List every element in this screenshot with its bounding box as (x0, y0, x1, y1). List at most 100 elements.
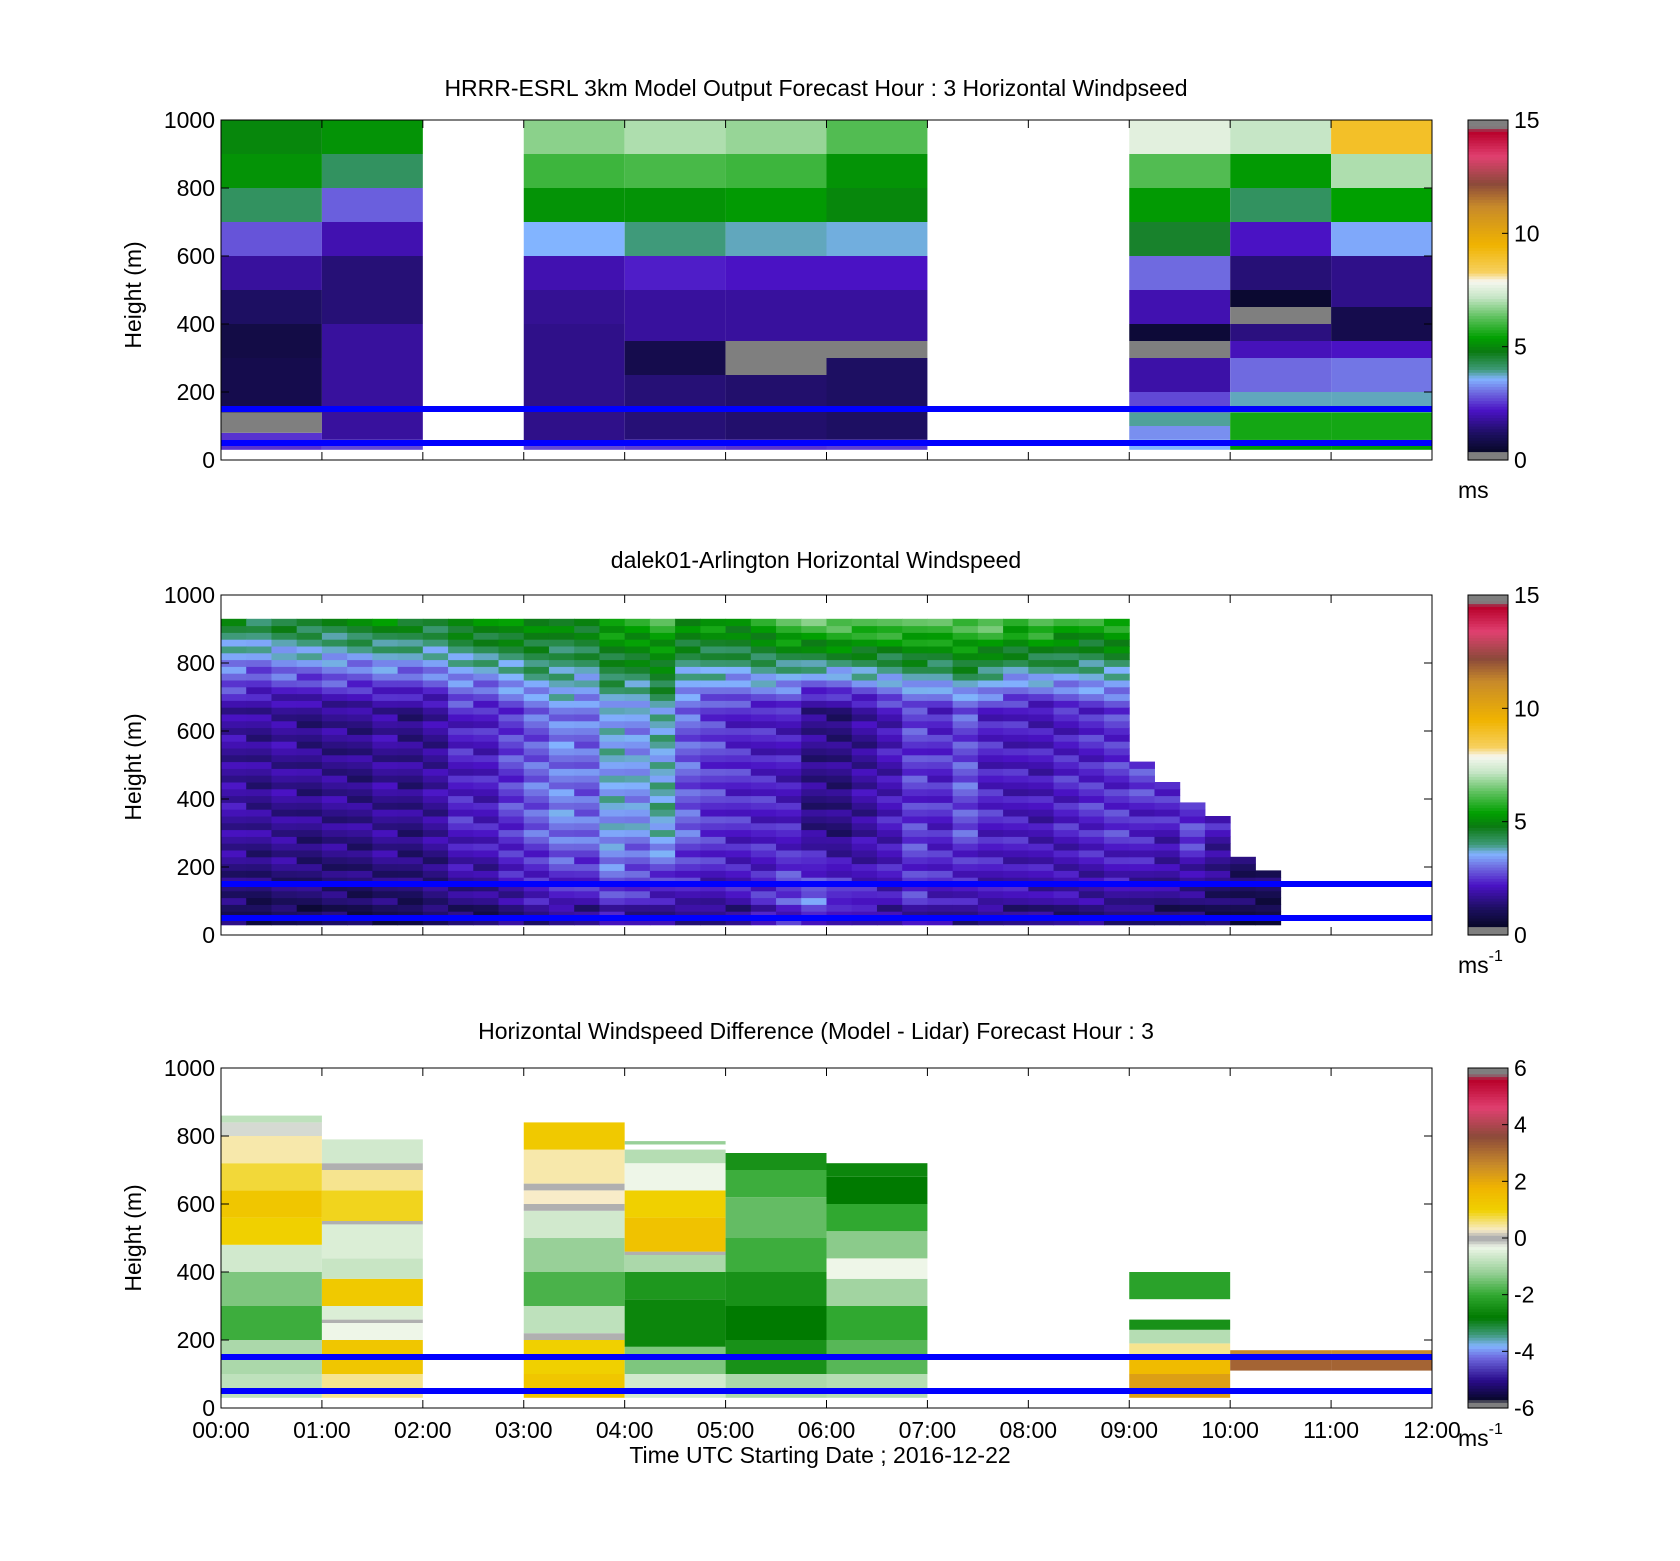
colorbar-segment (1468, 1280, 1508, 1284)
colorbar-segment (1468, 861, 1508, 865)
heatmap-cell (649, 720, 676, 729)
heatmap-cell (927, 700, 954, 708)
heatmap-cell (952, 693, 979, 701)
heatmap-cell (221, 768, 247, 776)
heatmap-cell (750, 836, 777, 844)
heatmap-cell (1204, 890, 1231, 899)
heatmap-cell (221, 1163, 322, 1191)
heatmap-cell (776, 618, 802, 627)
colorbar-unit-label: ms-1 (1458, 948, 1503, 978)
heatmap-cell (1003, 625, 1029, 633)
colorbar-segment (1468, 1226, 1508, 1231)
heatmap-cell (801, 782, 827, 790)
heatmap-cell (599, 686, 626, 695)
heatmap-cell (902, 673, 928, 681)
heatmap-cell (574, 741, 600, 749)
heatmap-cell (750, 734, 777, 742)
colorbar-segment (1468, 1104, 1508, 1109)
heatmap-cell (1053, 795, 1080, 803)
heatmap-cell (750, 659, 777, 667)
colorbar-segment (1468, 312, 1508, 317)
colorbar-segment (1468, 685, 1508, 690)
heatmap-cell (498, 775, 525, 783)
heatmap-cell (927, 904, 954, 912)
heatmap-cell (826, 911, 853, 919)
colorbar-segment (1468, 1192, 1508, 1197)
heatmap-cell (624, 290, 726, 341)
heatmap-cell (1331, 412, 1432, 440)
heatmap-cell (271, 625, 298, 633)
heatmap-cell (599, 768, 626, 776)
heatmap-cell (1003, 795, 1029, 803)
heatmap-cell (725, 802, 752, 810)
heatmap-cell (271, 836, 298, 844)
heatmap-cell (271, 741, 298, 749)
heatmap-cell (826, 802, 853, 810)
x-axis-label-difference: Time UTC Starting Date ; 2016-12-22 (629, 1442, 1010, 1468)
colorbar-segment (1468, 657, 1508, 661)
heatmap-cell (347, 890, 373, 899)
heatmap-cell (599, 850, 626, 858)
heatmap-cell (296, 870, 323, 878)
heatmap-cell (750, 652, 777, 661)
heatmap-cell (851, 741, 878, 749)
heatmap-cell (700, 775, 727, 783)
heatmap-cell (750, 788, 777, 797)
heatmap-cell (1028, 829, 1055, 837)
heatmap-cell (876, 686, 903, 695)
heatmap-cell (548, 652, 575, 661)
colorbar-segment (1468, 236, 1508, 240)
heatmap-cell (599, 816, 626, 824)
heatmap-cell (448, 666, 474, 674)
colorbar-segment (1468, 617, 1508, 622)
heatmap-cell (498, 680, 525, 688)
heatmap-cell (1104, 693, 1130, 701)
heatmap-cell (1104, 870, 1130, 878)
heatmap-cell (675, 870, 701, 878)
heatmap-cell (321, 618, 348, 627)
heatmap-cell (498, 829, 525, 837)
y-tick-label: 1000 (164, 582, 215, 608)
heatmap-cell (422, 816, 449, 824)
heatmap-cell (624, 1251, 726, 1255)
heatmap-cell (725, 659, 752, 667)
heatmap-cell (397, 816, 424, 824)
heatmap-cell (523, 290, 625, 324)
heatmap-cell (599, 884, 626, 892)
colorbar-segment (1468, 360, 1508, 365)
heatmap-cell (599, 652, 626, 661)
heatmap-cell (372, 761, 399, 769)
heatmap-cell (649, 652, 676, 661)
heatmap-cell (473, 870, 500, 878)
heatmap-cell (523, 1333, 625, 1340)
heatmap-cell (523, 693, 550, 701)
heatmap-cell (296, 850, 323, 858)
heatmap-cell (1028, 911, 1055, 919)
heatmap-cell (776, 741, 802, 749)
heatmap-cell (649, 680, 676, 688)
heatmap-cell (624, 700, 651, 708)
heatmap-cell (1078, 625, 1105, 633)
colorbar-segment (1468, 1269, 1508, 1273)
colorbar-segment (1468, 304, 1508, 308)
heatmap-cell (473, 782, 500, 790)
heatmap-cell (1053, 734, 1080, 742)
heatmap-cell (599, 734, 626, 742)
heatmap-cell (977, 720, 1004, 729)
heatmap-cell (221, 1244, 322, 1272)
heatmap-cell (1204, 897, 1231, 905)
colorbar-segment (1468, 1121, 1508, 1126)
heatmap-cell (271, 700, 298, 708)
heatmap-cell (574, 843, 600, 851)
colorbar-segment (1468, 417, 1508, 421)
colorbar-segment (1468, 620, 1508, 624)
heatmap-cell (1053, 720, 1080, 729)
colorbar-segment (1468, 335, 1508, 339)
heatmap-cell (902, 897, 928, 905)
heatmap-cell (826, 1278, 928, 1306)
heatmap-cell (221, 1306, 322, 1340)
heatmap-cell (1003, 673, 1029, 681)
heatmap-cell (271, 693, 298, 701)
colorbar-segment (1468, 790, 1508, 794)
heatmap-cell (448, 720, 474, 729)
